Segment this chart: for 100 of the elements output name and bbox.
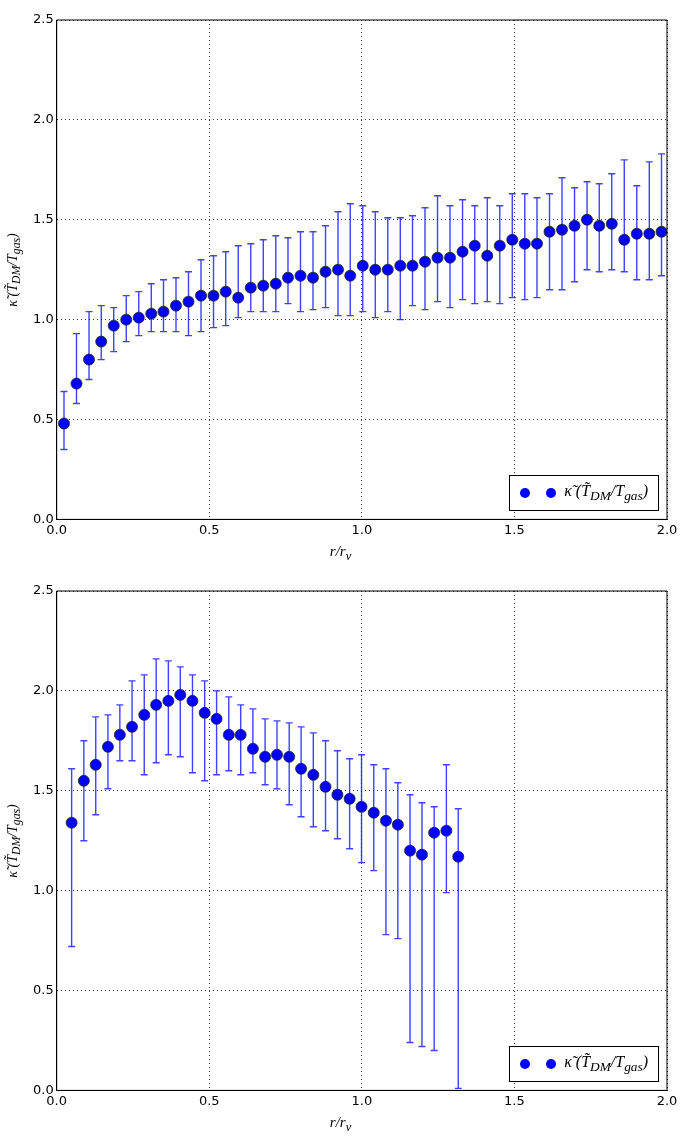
x-tick-label: 1.5 (504, 521, 525, 537)
point (157, 305, 170, 318)
point (295, 762, 308, 775)
point (452, 850, 465, 863)
point (581, 213, 593, 226)
point (343, 792, 356, 805)
point (294, 269, 307, 282)
point (618, 233, 631, 246)
point (319, 780, 332, 793)
point (369, 263, 382, 276)
point (381, 263, 394, 276)
y-tick-label: 2.0 (32, 682, 54, 698)
point (643, 227, 656, 240)
point (234, 728, 247, 741)
point (83, 353, 95, 366)
point (380, 814, 392, 827)
point (307, 271, 319, 284)
point (440, 824, 453, 837)
point (556, 223, 568, 236)
point (344, 269, 357, 282)
x-axis-title: r/r$_{v}$ (328, 543, 353, 565)
point (219, 285, 232, 298)
point (282, 271, 294, 284)
point (307, 768, 320, 781)
point (210, 712, 223, 725)
point (319, 265, 332, 278)
point (419, 255, 431, 268)
point (493, 239, 506, 252)
y-tick-label: 1.5 (32, 782, 54, 798)
point (95, 335, 108, 348)
y-tick-label: 0.5 (32, 410, 54, 426)
point (444, 251, 456, 264)
x-tick-label: 2.0 (656, 1092, 678, 1108)
point (195, 289, 207, 302)
x-tick-label: 0.5 (198, 521, 220, 537)
point (367, 806, 380, 819)
point (259, 750, 271, 763)
point (355, 800, 368, 813)
x-tick-label: 0.5 (198, 1092, 220, 1108)
point (394, 259, 407, 272)
point (77, 774, 90, 787)
point (331, 788, 344, 801)
x-tick-label: 1.0 (351, 521, 373, 537)
point (186, 694, 199, 707)
point (543, 225, 556, 238)
x-tick-label: 1.5 (504, 1092, 525, 1108)
point (170, 299, 182, 312)
y-tick-label: 1.5 (32, 211, 54, 227)
point (404, 844, 416, 857)
y-tick-label: 1.0 (32, 311, 54, 327)
point (283, 750, 296, 763)
x-tick-label: 1.0 (351, 1092, 373, 1108)
point (655, 225, 667, 238)
point (506, 233, 519, 246)
point (481, 249, 494, 262)
legend-label: κ̃ (T̃$_{DM}$/T$_{gas}$) (564, 482, 648, 505)
point (89, 758, 102, 771)
point (120, 313, 133, 326)
point (416, 848, 428, 861)
point (150, 698, 163, 711)
point (126, 720, 138, 733)
point (182, 295, 195, 308)
point (244, 281, 257, 294)
point (271, 748, 283, 761)
point (356, 259, 369, 272)
legend-label: κ̃ (T̃$_{DM}$/T$_{gas}$) (564, 1053, 648, 1076)
point (257, 279, 270, 292)
point (232, 291, 245, 304)
x-axis-title: r/r$_{v}$ (328, 1114, 353, 1136)
point (65, 816, 78, 829)
x-tick-label: 2.0 (656, 521, 678, 537)
point (456, 245, 469, 258)
point (391, 818, 404, 831)
point (198, 706, 211, 719)
point (58, 417, 70, 430)
point (102, 740, 114, 753)
point (468, 239, 481, 252)
point (107, 319, 120, 332)
point (174, 688, 187, 701)
point (113, 728, 126, 741)
y-tick-label: 0.5 (32, 981, 54, 997)
point (605, 217, 618, 230)
point (406, 259, 419, 272)
point (138, 708, 151, 721)
point (428, 826, 441, 839)
y-tick-label: 2.0 (32, 111, 54, 127)
point (222, 728, 235, 741)
point (593, 219, 606, 232)
y-tick-label: 2.5 (32, 582, 54, 598)
y-tick-label: 2.5 (32, 11, 54, 27)
point (132, 311, 145, 324)
point (431, 251, 444, 264)
point (70, 377, 83, 390)
y-tick-label: 1.0 (32, 882, 54, 898)
point (162, 694, 175, 707)
point (332, 263, 344, 276)
point (630, 227, 643, 240)
point (518, 237, 531, 250)
point (269, 277, 282, 290)
point (145, 307, 158, 320)
